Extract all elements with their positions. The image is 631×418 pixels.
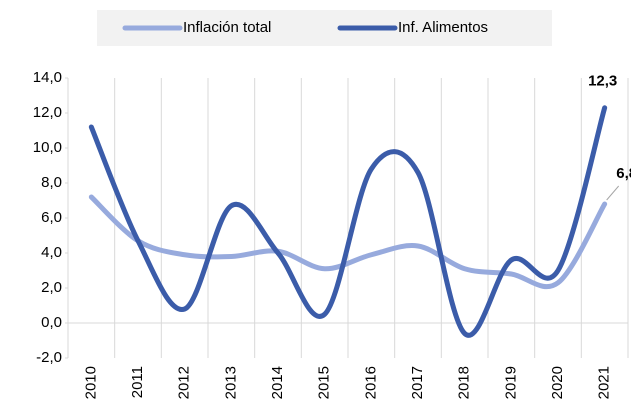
legend-label: Inflación total [183, 19, 271, 36]
y-tick-label: 8,0 [41, 174, 62, 191]
x-tick-label: 2019 [502, 366, 519, 399]
x-tick-label: 2017 [409, 366, 426, 399]
x-tick-label: 2020 [549, 366, 566, 399]
y-tick-label: 10,0 [33, 139, 62, 156]
y-tick-label: -2,0 [36, 349, 62, 366]
x-tick-label: 2012 [176, 366, 193, 399]
x-tick-label: 2021 [596, 366, 613, 399]
y-tick-label: 6,0 [41, 209, 62, 226]
x-tick-label: 2010 [82, 366, 99, 399]
y-tick-label: 2,0 [41, 279, 62, 296]
y-tick-label: 14,0 [33, 69, 62, 86]
y-tick-label: 12,0 [33, 104, 62, 121]
y-tick-label: 4,0 [41, 244, 62, 261]
data-label: 12,3 [588, 73, 617, 90]
legend-label: Inf. Alimentos [398, 19, 488, 36]
series-line [88, 194, 608, 290]
x-tick-label: 2014 [269, 366, 286, 399]
series-line [88, 105, 608, 338]
x-tick-label: 2015 [316, 366, 333, 399]
leader-line [606, 185, 620, 201]
data-label: 6,8 [616, 165, 631, 182]
x-tick-label: 2016 [362, 366, 379, 399]
y-tick-label: 0,0 [41, 314, 62, 331]
x-tick-label: 2018 [456, 366, 473, 399]
x-tick-label: 2011 [129, 366, 146, 398]
x-tick-label: 2013 [222, 366, 239, 399]
